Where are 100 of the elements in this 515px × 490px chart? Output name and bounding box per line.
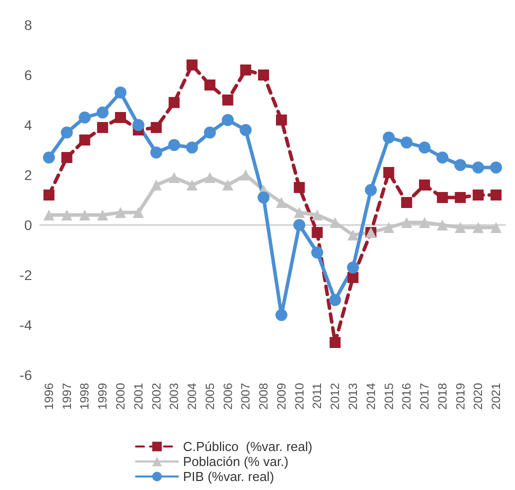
x-tick-label: 1998 (78, 382, 92, 410)
point (96, 106, 109, 118)
point (43, 190, 54, 200)
point (43, 210, 54, 220)
point (132, 207, 144, 218)
point (347, 230, 358, 240)
point (294, 207, 305, 218)
point (168, 172, 180, 183)
point (330, 217, 341, 228)
point (436, 220, 448, 230)
point (490, 222, 502, 233)
point (275, 309, 288, 321)
point (400, 136, 413, 148)
point (114, 112, 126, 123)
x-tick-label: 2006 (220, 382, 235, 410)
point (454, 222, 466, 233)
point (114, 207, 126, 218)
point (97, 122, 108, 133)
point (204, 126, 216, 138)
point (186, 180, 198, 190)
x-tick-label: 2005 (202, 382, 217, 410)
point (222, 180, 234, 190)
x-tick-label: 2001 (131, 382, 146, 410)
x-tick-label: 2013 (346, 382, 360, 410)
x-tick-label: 2007 (238, 382, 253, 410)
x-tick-label: 1999 (96, 382, 110, 410)
point (312, 210, 323, 220)
point (114, 86, 126, 98)
point (472, 222, 484, 233)
y-tick-label: 8 (24, 17, 32, 33)
point (79, 210, 90, 220)
point (293, 219, 306, 231)
y-tick-label: 6 (24, 67, 32, 83)
point (472, 190, 484, 200)
point (276, 114, 287, 126)
point (204, 80, 216, 90)
point (490, 190, 502, 200)
y-tick-label: -4 (20, 317, 32, 333)
point (490, 162, 502, 174)
point (222, 114, 234, 126)
point (61, 152, 72, 163)
point (419, 217, 430, 228)
legend-label: C.Público (%var. real) (183, 439, 312, 454)
point (186, 60, 198, 70)
point (97, 210, 108, 220)
point (60, 126, 73, 138)
point (383, 222, 394, 233)
point (382, 132, 395, 144)
y-tick-label: 0 (24, 217, 32, 233)
point (419, 180, 430, 190)
point (401, 197, 412, 208)
point (168, 97, 180, 108)
point (330, 337, 341, 348)
point (418, 142, 431, 154)
x-tick-label: 2011 (310, 382, 324, 409)
point (454, 192, 466, 203)
point (347, 272, 358, 283)
point (258, 70, 270, 80)
point (61, 210, 72, 220)
point (222, 94, 234, 106)
x-tick-label: 2000 (113, 382, 128, 410)
point (311, 246, 324, 258)
point (78, 112, 91, 124)
y-tick-label: -6 (20, 367, 32, 383)
point (240, 64, 252, 76)
point (258, 192, 270, 204)
point (472, 162, 484, 174)
point (186, 142, 198, 154)
x-tick-label: 2008 (256, 382, 271, 410)
x-tick-label: 2004 (185, 382, 200, 410)
legend-label: Población (% var.) (183, 454, 288, 469)
x-tick-label: 2019 (453, 382, 468, 410)
x-tick-label: 2014 (364, 382, 378, 410)
point (436, 192, 448, 203)
legend-label: PIB (%var. real) (183, 469, 274, 484)
point (42, 152, 55, 164)
point (240, 124, 252, 136)
x-tick-label: 2016 (400, 382, 414, 410)
x-tick-label: 2021 (489, 382, 504, 410)
point (150, 180, 162, 190)
point (346, 262, 359, 274)
x-tick-label: 2003 (167, 382, 182, 410)
point (204, 172, 216, 183)
point (436, 152, 448, 164)
x-tick-label: 1997 (60, 382, 74, 410)
x-tick-label: 2020 (471, 382, 486, 410)
point (401, 217, 412, 228)
x-tick-label: 2002 (149, 382, 164, 410)
x-tick-label: 1996 (42, 382, 56, 410)
point (168, 139, 180, 151)
point (364, 184, 377, 196)
x-tick-label: 2012 (328, 382, 342, 410)
x-tick-label: 2017 (418, 382, 432, 410)
x-tick-label: 2010 (292, 382, 306, 410)
point (150, 122, 162, 133)
point (383, 167, 394, 178)
point (79, 134, 90, 146)
y-tick-label: 2 (24, 167, 32, 183)
point (454, 159, 466, 171)
point (329, 294, 342, 306)
